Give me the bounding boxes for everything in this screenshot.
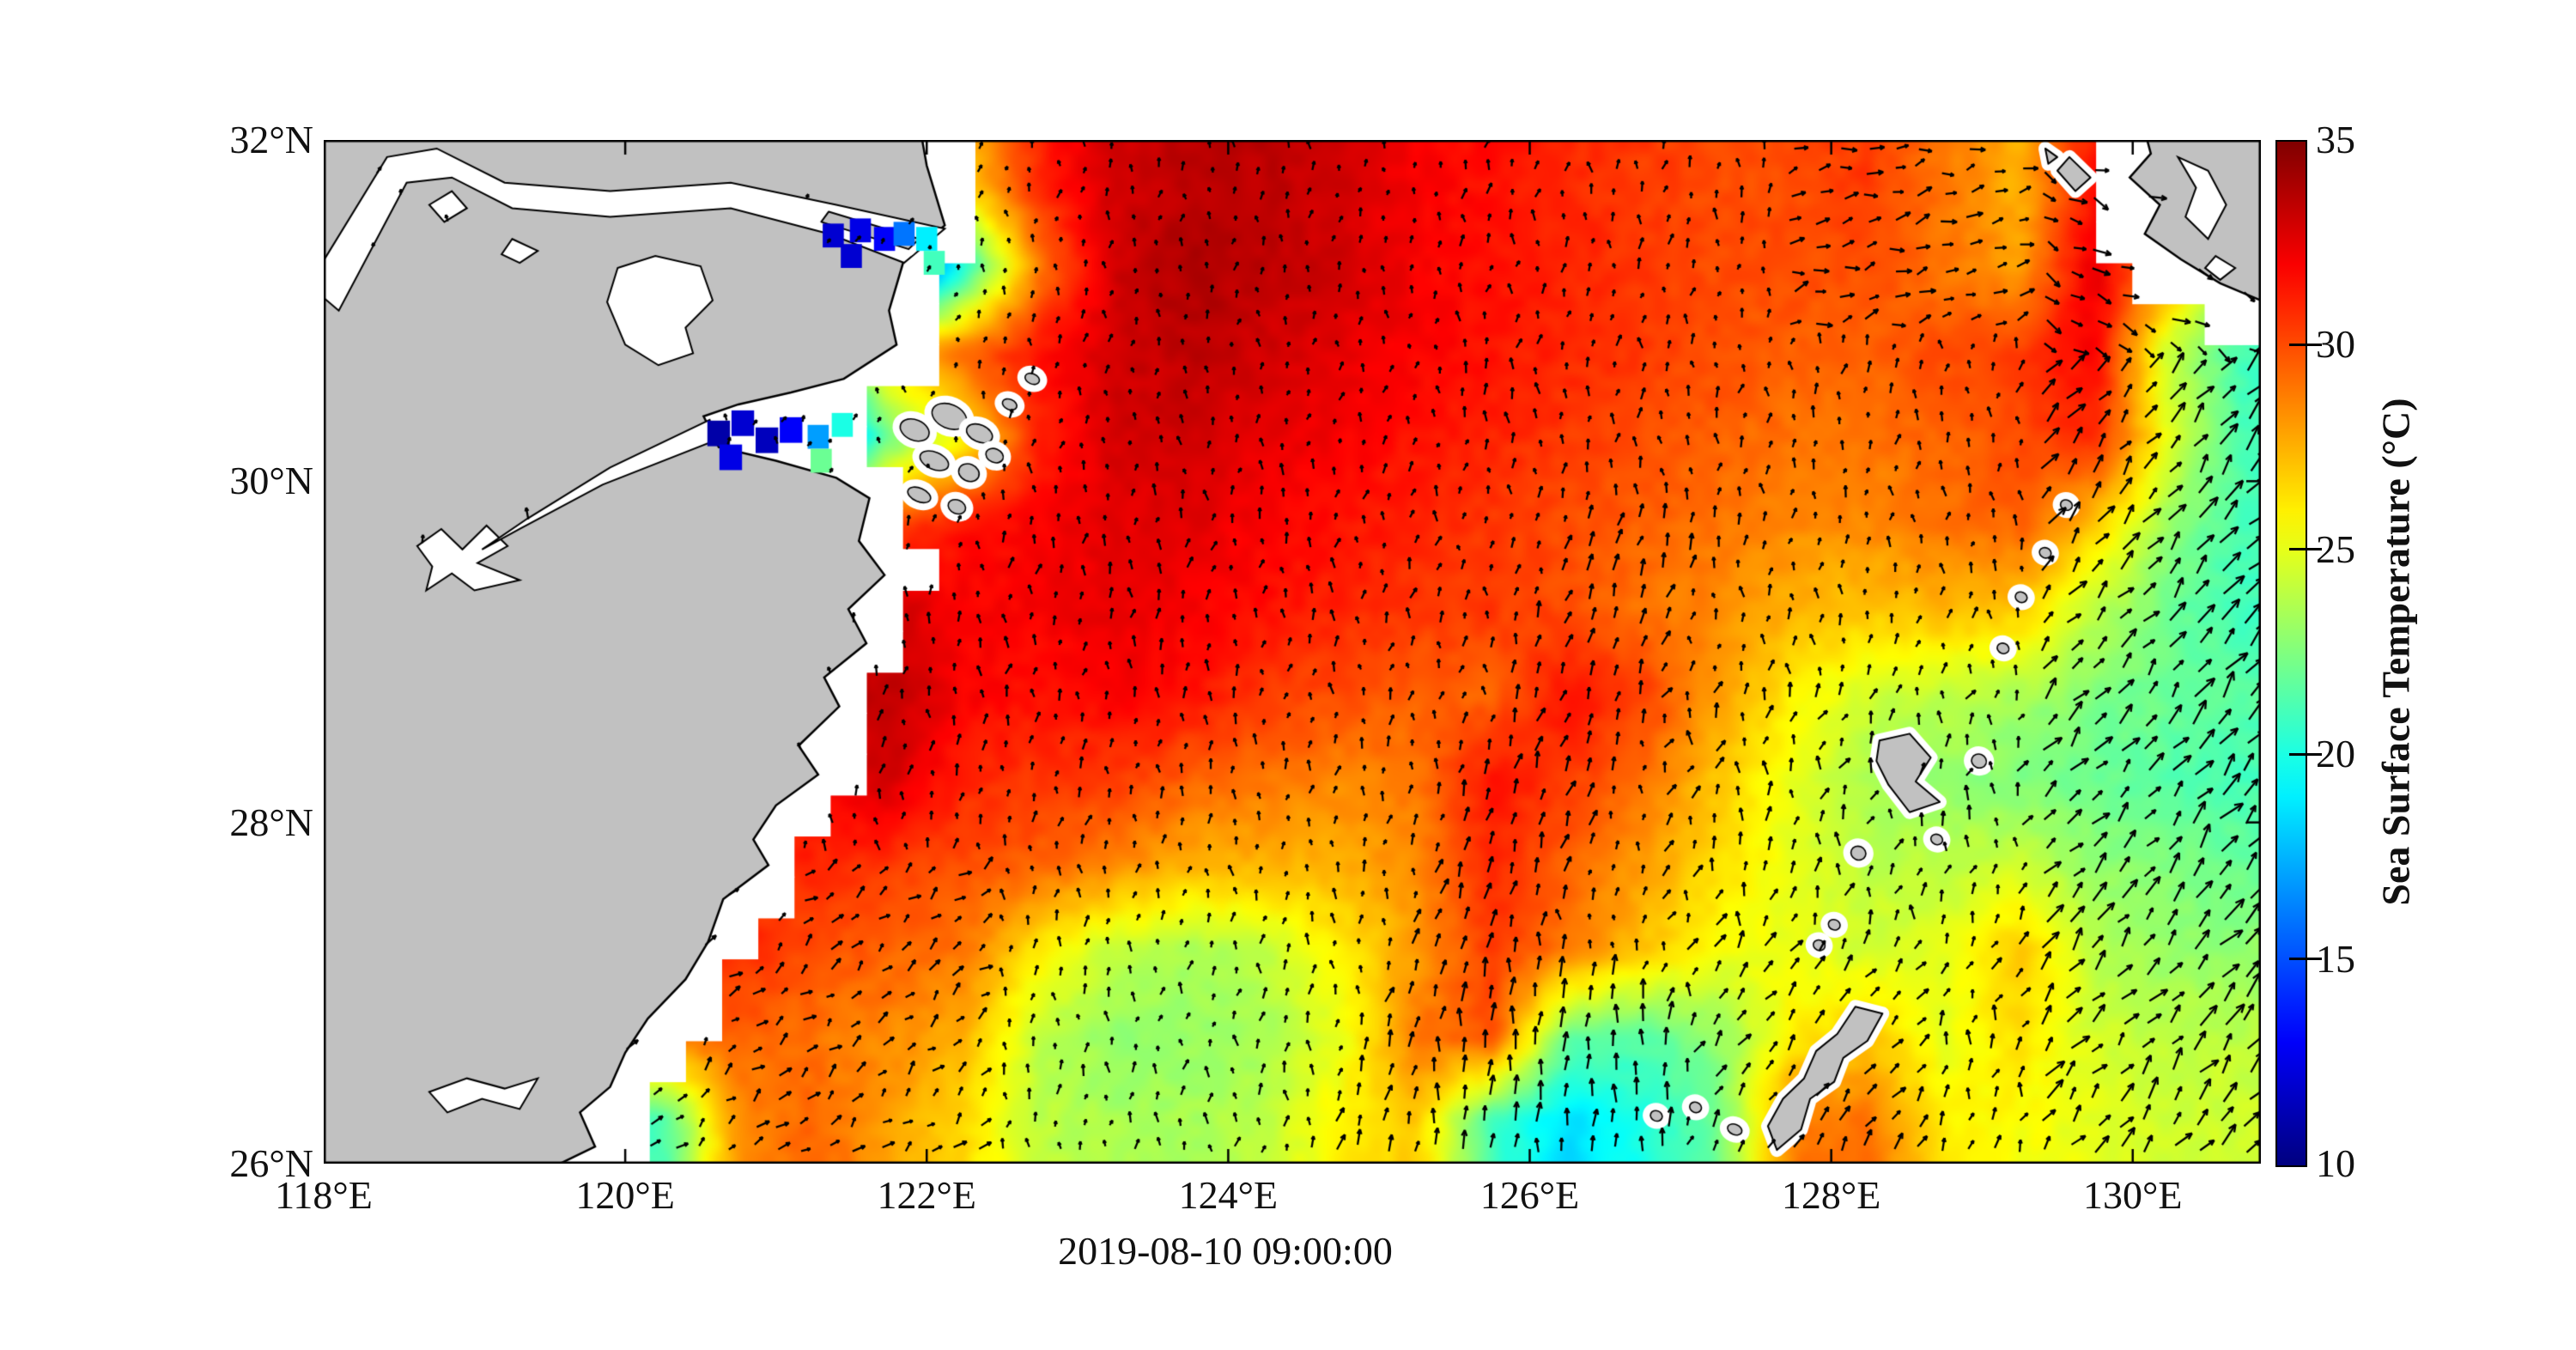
colorbar-tick-label: 25 xyxy=(2316,526,2355,571)
x-axis-tick-label: 126°E xyxy=(1479,1173,1580,1217)
colorbar-tick-label: 20 xyxy=(2316,732,2355,776)
colorbar xyxy=(2275,140,2307,1167)
x-axis-tick-label: 122°E xyxy=(877,1173,977,1217)
colorbar-tick xyxy=(2289,958,2322,961)
colorbar-tick-label: 35 xyxy=(2316,118,2355,161)
x-axis-tick-label: 124°E xyxy=(1178,1173,1279,1217)
x-axis-tick-label: 130°E xyxy=(2083,1173,2183,1217)
x-axis-tick-label: 118°E xyxy=(275,1173,373,1217)
x-axis-tick-label: 128°E xyxy=(1781,1173,1881,1217)
sst-map-canvas xyxy=(324,140,2261,1164)
colorbar-tick xyxy=(2289,343,2322,346)
colorbar-tick-label: 15 xyxy=(2316,936,2355,981)
colorbar-tick-label: 10 xyxy=(2316,1141,2355,1185)
x-axis-tick-label: 120°E xyxy=(575,1173,675,1217)
y-axis-tick-label: 32°N xyxy=(229,118,313,161)
y-axis-tick-label: 30°N xyxy=(229,459,313,503)
y-axis-tick-label: 26°N xyxy=(229,1141,313,1185)
colorbar-tick xyxy=(2289,548,2322,551)
timestamp-title: 2019-08-10 09:00:00 xyxy=(1058,1229,1393,1273)
colorbar-tick-label: 30 xyxy=(2316,322,2355,367)
y-axis-tick-label: 28°N xyxy=(229,800,313,844)
colorbar-tick xyxy=(2289,752,2322,756)
colorbar-label: Sea Surface Temperature (°C) xyxy=(2373,398,2418,906)
